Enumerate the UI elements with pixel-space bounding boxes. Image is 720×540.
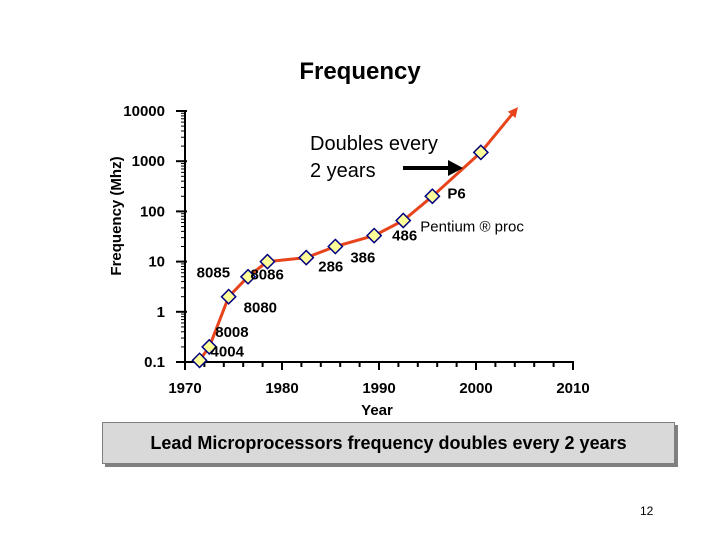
x-tick-label: 1980 [265, 380, 298, 397]
data-point [220, 288, 237, 305]
axes [176, 110, 574, 370]
point-label: 8086 [250, 267, 283, 284]
data-point [395, 212, 412, 229]
data-point [327, 238, 344, 255]
annotation-arrow-head [448, 160, 463, 176]
annotation-line-1: Doubles every [310, 133, 438, 155]
point-label: 8008 [215, 324, 248, 341]
data-point [239, 268, 257, 285]
y-tick-label: 1000 [132, 153, 165, 170]
series-frequency [191, 107, 518, 369]
y-tick-label: 10 [148, 254, 165, 271]
y-tick-label: 1 [157, 304, 165, 321]
y-tick-label: 10000 [123, 103, 165, 120]
point-label: P6 [447, 185, 465, 202]
data-point [366, 227, 383, 244]
point-label: 8085 [197, 265, 230, 282]
x-tick-label: 1990 [362, 380, 395, 397]
point-label: 486 [392, 228, 417, 245]
data-point [201, 338, 218, 356]
x-tick-label: 2000 [459, 380, 492, 397]
frequency-chart: Frequency Frequency (Mhz) Year 100001000… [108, 58, 590, 419]
y-tick-label: 100 [140, 203, 165, 220]
x-axis-label: Year [361, 402, 393, 419]
annotation-line-2: 2 years [310, 160, 376, 182]
page-number: 12 [640, 504, 654, 518]
point-label: Pentium ® proc [420, 218, 524, 235]
data-point [259, 253, 276, 270]
point-label: 386 [350, 249, 375, 266]
x-tick-label: 2010 [556, 380, 589, 397]
data-point [191, 352, 208, 369]
y-axis-label: Frequency (Mhz) [108, 156, 125, 275]
doubles-annotation: Doubles every 2 years [310, 133, 463, 182]
data-point [424, 188, 441, 205]
point-label: 8080 [244, 300, 277, 317]
x-tick-label: 1970 [168, 380, 201, 397]
data-point [298, 249, 315, 266]
chart-title: Frequency [299, 58, 421, 85]
point-label: 4004 [211, 343, 245, 360]
caption-banner: Lead Microprocessors frequency doubles e… [102, 422, 675, 464]
y-tick-label: 0.1 [144, 354, 165, 371]
projection-arrow [479, 107, 518, 154]
data-point [472, 144, 489, 161]
point-label: 286 [318, 259, 343, 276]
